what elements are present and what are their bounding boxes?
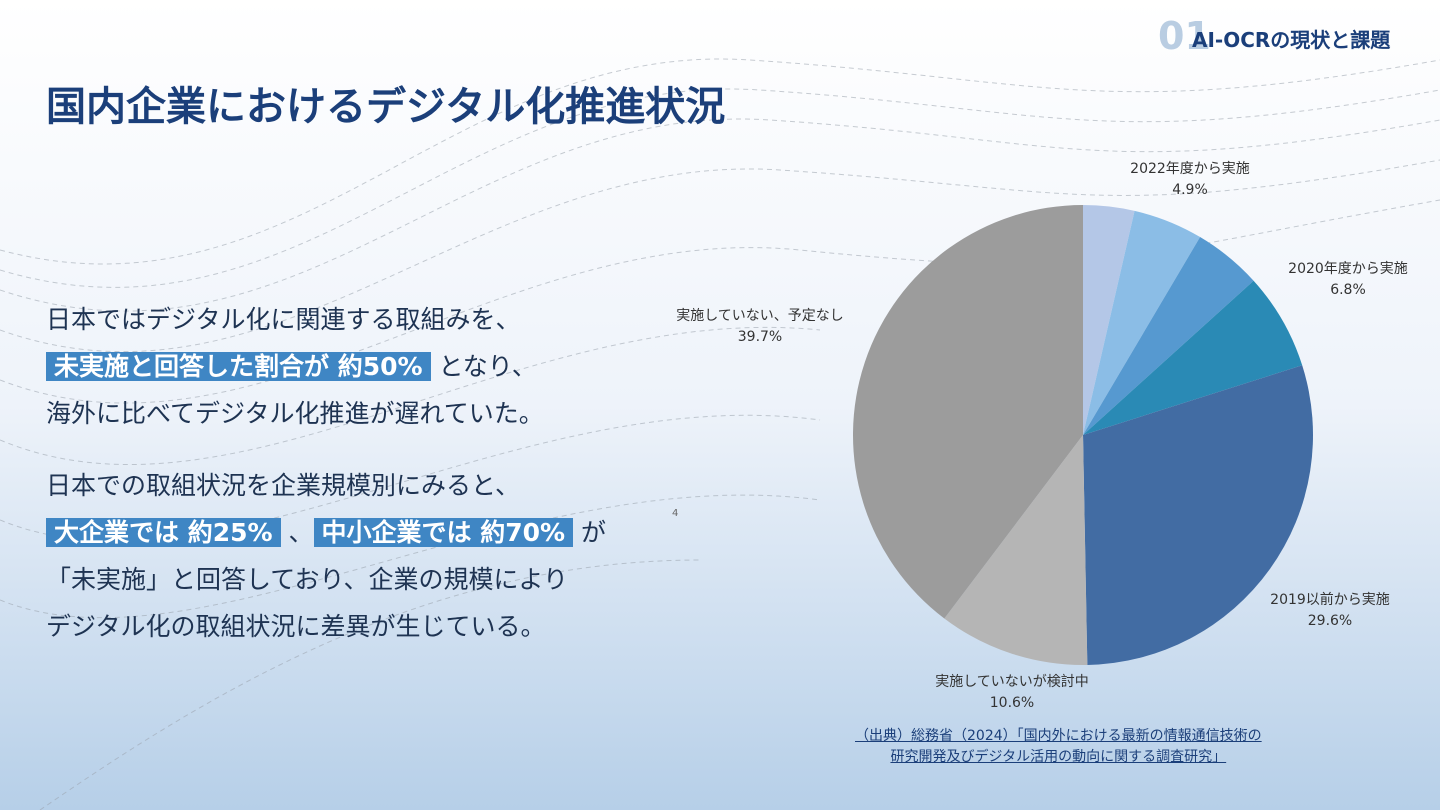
paragraph: 日本ではデジタル化に関連する取組みを、 未実施と回答した割合が 約50% となり… [46, 296, 544, 437]
text: 、 [288, 518, 314, 547]
text: デジタル化の取組状況に差異が生じている。 [46, 612, 546, 641]
slice-value: 29.6% [1308, 613, 1352, 629]
slice-label: 2019以前から実施 [1270, 591, 1390, 608]
slice-label: 2022年度から実施 [1130, 161, 1250, 177]
text: 日本ではデジタル化に関連する取組みを、 [46, 305, 521, 334]
slice-value: 10.6% [990, 695, 1034, 711]
paragraph: 日本での取組状況を企業規模別にみると、 大企業では 約25% 、中小企業では 約… [46, 462, 606, 650]
slice-value: 39.7% [738, 329, 782, 345]
pie-slice [852, 205, 1083, 619]
slice-label: 実施していない、予定なし [676, 308, 844, 324]
pie-slice [1083, 365, 1314, 665]
slice-value: 4.9% [1172, 182, 1208, 198]
highlight: 中小企業では 約70% [313, 518, 574, 547]
pie-slice [1083, 237, 1254, 435]
slice-label: 2020年度から実施 [1288, 261, 1408, 277]
source-line: （出典）総務省（2024）「国内外における最新の情報通信技術の [855, 728, 1262, 744]
text: 「未実施」と回答しており、企業の規模により [46, 565, 569, 594]
text: となり、 [438, 352, 537, 381]
page-number: 4 [672, 508, 679, 519]
pie-slice [1083, 205, 1135, 435]
section-title: AI-OCRの現状と課題 [1192, 28, 1391, 52]
text: が [581, 518, 607, 547]
slice-value: 6.8% [1330, 282, 1366, 298]
highlight: 未実施と回答した割合が 約50% [46, 352, 431, 381]
text: 日本での取組状況を企業規模別にみると、 [46, 471, 521, 500]
slide-title: 国内企業におけるデジタル化推進状況 [46, 84, 726, 130]
highlight: 大企業では 約25% [46, 518, 281, 547]
pie-slice [1083, 280, 1303, 435]
slice-label: 実施していないが検討中 [935, 674, 1089, 690]
source: （出典）総務省（2024）「国内外における最新の情報通信技術の 研究開発及びデジ… [855, 726, 1262, 768]
pie-slice [944, 435, 1088, 666]
text: 海外に比べてデジタル化推進が遅れていた。 [46, 399, 544, 428]
pie-slice [1083, 210, 1201, 435]
section-number: 01 [1158, 14, 1211, 58]
source-line: 研究開発及びデジタル活用の動向に関する調査研究」 [890, 749, 1227, 765]
